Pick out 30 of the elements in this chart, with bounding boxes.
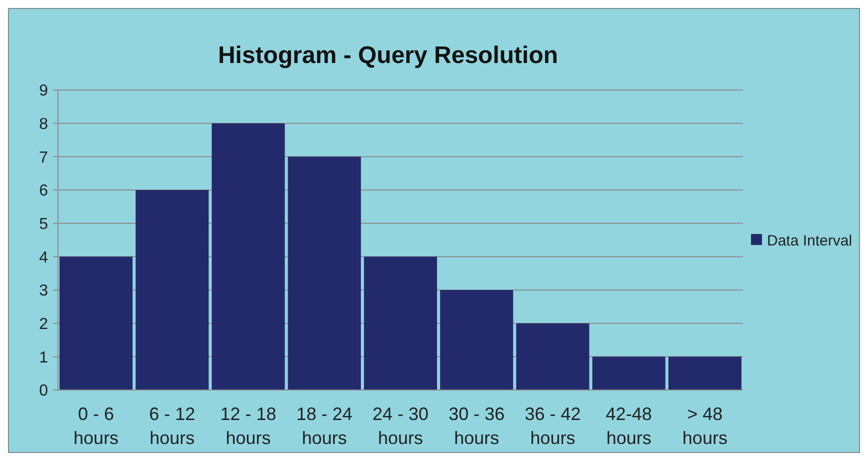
bar — [136, 190, 209, 390]
bar — [364, 256, 438, 390]
x-tick-label: 30 - 36 hours — [448, 404, 505, 448]
x-tick-label: 24 - 30 hours — [372, 404, 429, 448]
bar — [288, 156, 361, 390]
bar — [212, 123, 285, 390]
x-tick-label: 42-48 hours — [606, 404, 652, 448]
y-tick-label: 0 — [39, 382, 48, 400]
bar — [516, 323, 590, 390]
x-tick-label: 36 - 42 hours — [524, 404, 581, 448]
y-tick-label: 4 — [39, 249, 48, 266]
y-tick-label: 3 — [39, 282, 48, 300]
y-tick-label: 5 — [39, 216, 48, 233]
y-tick-label: 7 — [39, 149, 48, 166]
legend-label: Data Interval — [767, 232, 852, 250]
bar — [668, 356, 742, 390]
y-tick-label: 9 — [39, 82, 48, 100]
x-tick-label: 6 - 12 hours — [149, 404, 196, 448]
y-tick-label: 8 — [39, 116, 48, 133]
x-tick-label: > 48 hours — [682, 404, 728, 448]
bar — [592, 356, 666, 390]
y-tick-label: 6 — [39, 182, 48, 200]
chart-title: Histogram - Query Resolution — [218, 42, 558, 69]
y-tick-label: 1 — [39, 349, 48, 366]
x-tick-label: 0 - 6 hours — [74, 404, 119, 448]
x-tick-label: 18 - 24 hours — [296, 404, 352, 448]
y-tick-label: 2 — [39, 316, 48, 333]
bar — [440, 290, 514, 390]
x-tick-label: 12 - 18 hours — [220, 404, 276, 448]
bar — [60, 256, 133, 390]
